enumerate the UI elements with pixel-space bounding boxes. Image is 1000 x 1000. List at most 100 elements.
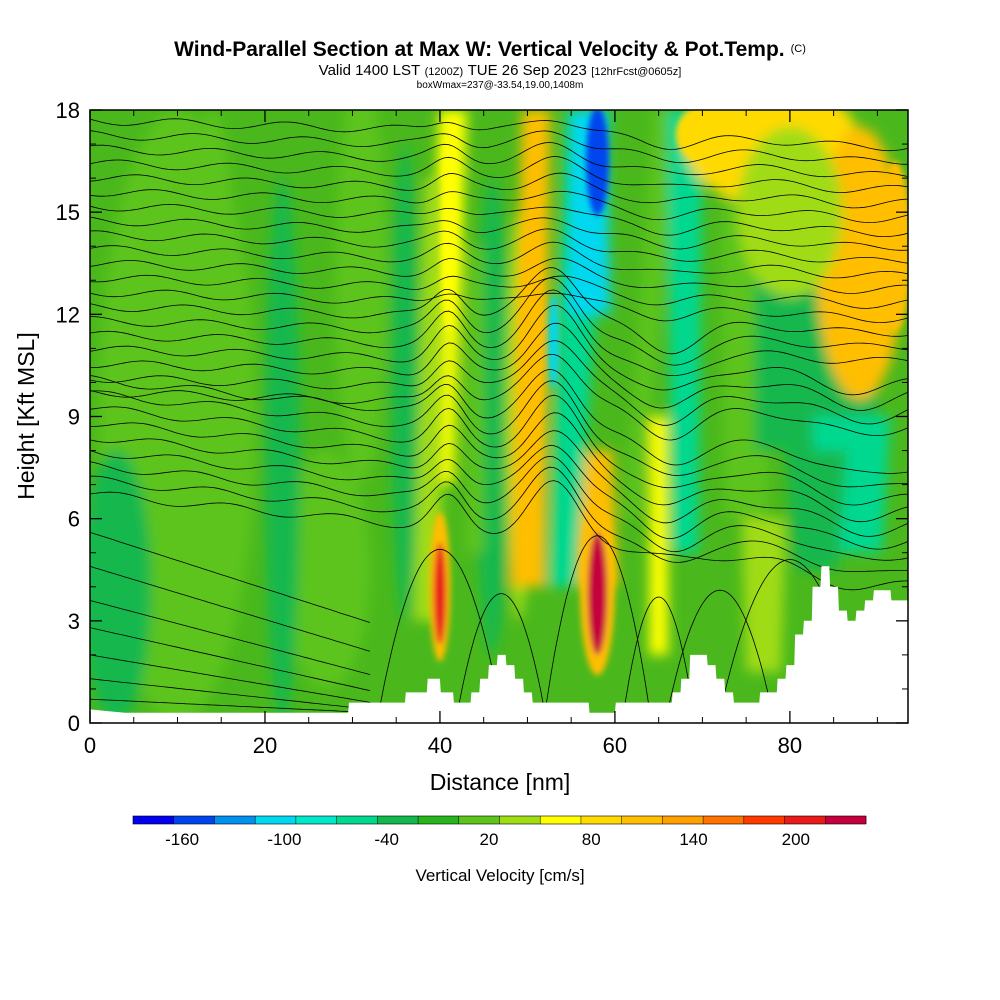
- band-weak: [282, 450, 370, 689]
- colorbar-label: -160: [165, 830, 199, 849]
- updraft-core: [676, 110, 729, 162]
- y-axis-title: Height [Kft MSL]: [13, 332, 39, 499]
- isentrope-line: [90, 172, 908, 209]
- isentrope-line: [90, 531, 371, 623]
- velocity-cores: [429, 110, 908, 676]
- y-tick-label: 18: [56, 98, 80, 123]
- colorbar-label: 80: [582, 830, 601, 849]
- isentrope-line: [90, 257, 908, 294]
- x-tick-label: 0: [84, 733, 96, 758]
- colorbar-swatch: [580, 816, 622, 824]
- y-tick-label: 12: [56, 302, 80, 327]
- isentrope-line: [90, 322, 908, 411]
- isentrope-line: [90, 430, 908, 537]
- colorbar-swatch: [499, 816, 541, 824]
- colorbar-swatch: [418, 816, 460, 824]
- colorbar-swatch: [784, 816, 826, 824]
- colorbar-swatch: [133, 816, 175, 824]
- isentrope-line: [90, 380, 908, 488]
- y-tick-label: 0: [68, 711, 80, 736]
- isentrope-line: [90, 274, 908, 309]
- isentrope-line: [90, 455, 908, 561]
- downdraft-column: [667, 110, 703, 553]
- updraft-core: [587, 532, 608, 655]
- isentrope-line: [90, 118, 908, 152]
- updraft-column: [741, 518, 786, 672]
- colorbar-swatch: [743, 816, 785, 824]
- colorbar-swatch: [295, 816, 337, 824]
- colorbar-swatch: [336, 816, 378, 824]
- terrain-mask: [90, 566, 908, 723]
- colorbar-swatch: [173, 816, 215, 824]
- x-tick-label: 40: [428, 733, 452, 758]
- isentrope-line: [90, 203, 908, 237]
- isentrope-line: [90, 277, 908, 366]
- isentrope-line: [90, 412, 908, 523]
- colorbar-swatch: [214, 816, 256, 824]
- plot-area: [90, 110, 908, 723]
- isentrope-line: [90, 368, 908, 474]
- isentrope-line: [90, 289, 908, 324]
- isentrope-line: [667, 589, 773, 713]
- x-tick-label: 80: [778, 733, 802, 758]
- isentrope-line: [623, 596, 695, 713]
- x-tick-label: 20: [253, 733, 277, 758]
- isentrope-line: [90, 189, 908, 224]
- isentrope-line: [90, 698, 371, 713]
- colorbar-label: 200: [782, 830, 810, 849]
- isentrope-line: [90, 289, 908, 377]
- isentrope-line: [90, 565, 371, 652]
- isentrope-line: [378, 548, 502, 713]
- band-weak: [334, 110, 388, 485]
- colorbar-label: -40: [374, 830, 399, 849]
- colorbar-swatch: [621, 816, 663, 824]
- colorbar-label: 20: [480, 830, 499, 849]
- colorbar-label: 140: [679, 830, 707, 849]
- band-weak: [264, 178, 300, 723]
- x-axis-title: Distance [nm]: [430, 769, 571, 795]
- isentrope-line: [90, 142, 908, 178]
- isentrope-line: [90, 394, 908, 506]
- y-tick-label: 15: [56, 200, 80, 225]
- isentrope-line: [544, 535, 651, 713]
- isentrope-line: [90, 156, 908, 193]
- updraft-core: [440, 127, 457, 332]
- isentrope-line: [90, 228, 908, 264]
- colorbar-swatch: [825, 816, 867, 824]
- isentrope-line: [90, 654, 371, 703]
- isentrope-line: [90, 466, 908, 572]
- colorbar-swatch: [377, 816, 419, 824]
- colorbar-swatch: [255, 816, 297, 824]
- isentrope-line: [90, 241, 908, 279]
- isentrope-line: [90, 445, 908, 550]
- y-tick-label: 3: [68, 609, 80, 634]
- colorbar-swatch: [540, 816, 582, 824]
- updraft-core: [433, 542, 447, 645]
- band-weak: [390, 144, 419, 621]
- band-weak: [90, 450, 152, 723]
- potential-temperature-contours: [90, 118, 908, 713]
- isentrope-line: [90, 354, 908, 441]
- isentrope-line: [90, 304, 908, 396]
- axes: 0 20 40 60 80 0 3 6 9 12 15 18: [56, 98, 908, 758]
- isentrope-line: [90, 130, 908, 165]
- colorbar-swatch: [703, 816, 745, 824]
- updraft-column: [623, 110, 681, 519]
- box-info-text: boxWmax=237@-33.54,19.00,1408m: [417, 80, 584, 91]
- y-tick-label: 6: [68, 507, 80, 532]
- velocity-fill: [90, 110, 904, 723]
- isentrope-line: [90, 627, 371, 691]
- x-tick-label: 60: [603, 733, 627, 758]
- colorbar-swatch: [662, 816, 704, 824]
- y-tick-label: 9: [68, 405, 80, 430]
- downdraft-column: [785, 450, 847, 570]
- colorbar: -160 -100 -40 20 80 140 200: [132, 815, 867, 849]
- chart-subtitle: Valid 1400 LST (1200Z) TUE 26 Sep 2023 […: [319, 62, 682, 79]
- band-weak: [186, 110, 239, 587]
- downdraft-core: [586, 110, 609, 216]
- isentrope-line: [457, 593, 546, 713]
- updraft-column: [466, 246, 484, 553]
- updraft-core: [879, 161, 908, 332]
- isentrope-line: [90, 480, 908, 591]
- isentrope-line: [90, 600, 371, 675]
